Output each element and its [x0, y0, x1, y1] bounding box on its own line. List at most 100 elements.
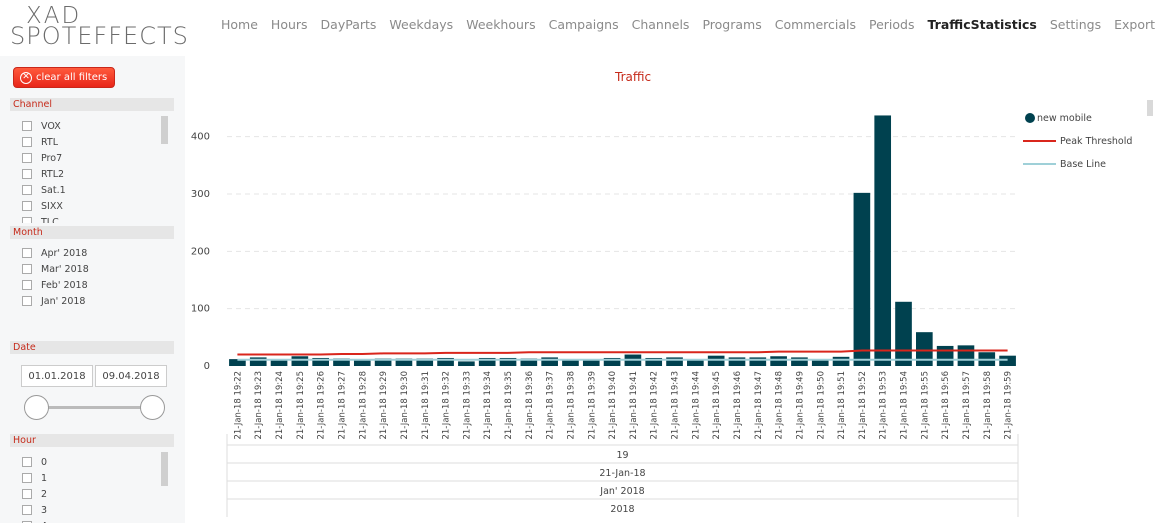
- x-tick-label: 21-Jan-18 19:32: [442, 371, 452, 440]
- channel-list-scrollbar[interactable]: [161, 116, 168, 144]
- hour-checkbox[interactable]: [22, 457, 32, 467]
- x-tick-label: 21-Jan-18 19:31: [421, 371, 431, 440]
- channel-option-label: Pro7: [41, 152, 63, 164]
- month-option-label: Apr' 2018: [41, 247, 88, 259]
- hour-option-label: 2: [41, 488, 48, 500]
- bar: [333, 358, 350, 366]
- x-tick-label: 21-Jan-18 19:22: [233, 371, 243, 440]
- x-tick-label: 21-Jan-18 19:51: [837, 371, 847, 440]
- hour-option[interactable]: 3: [22, 502, 47, 518]
- channel-option[interactable]: Pro7: [22, 150, 66, 166]
- nav-item-hours[interactable]: Hours: [270, 17, 308, 32]
- hour-filter-title: Hour: [10, 434, 174, 447]
- x-tick-label: 21-Jan-18 19:30: [400, 371, 410, 440]
- traffic-chart: 0 100 200 300 400 21-Jan-18 19:22 21-Jan-18 19…: [191, 100, 1153, 517]
- channel-option[interactable]: Sat.1: [22, 182, 66, 198]
- x-tick-label: 21-Jan-18 19:36: [525, 371, 535, 440]
- channel-option[interactable]: RTL: [22, 134, 66, 150]
- hour-list-scrollbar[interactable]: [161, 452, 168, 486]
- hour-checkbox[interactable]: [22, 489, 32, 499]
- legend-marker-new-mobile: [1025, 113, 1035, 123]
- bar: [541, 357, 558, 366]
- nav-item-home[interactable]: Home: [221, 17, 258, 32]
- legend-label-base-line: Base Line: [1060, 159, 1106, 170]
- channel-option[interactable]: TLC: [22, 214, 66, 223]
- x-tick-label: 21-Jan-18 19:24: [275, 371, 285, 440]
- bar: [499, 357, 517, 366]
- channel-checkbox[interactable]: [22, 169, 32, 179]
- month-checkbox[interactable]: [22, 248, 32, 258]
- bar: [229, 359, 246, 366]
- channel-checkbox[interactable]: [22, 185, 32, 195]
- hour-checkbox[interactable]: [22, 473, 32, 483]
- month-option-label: Jan' 2018: [41, 295, 86, 307]
- hour-checkbox[interactable]: [22, 521, 32, 523]
- channel-checkbox[interactable]: [22, 217, 32, 223]
- nav-item-settings[interactable]: Settings: [1049, 17, 1102, 32]
- bar: [895, 301, 912, 366]
- month-checkbox[interactable]: [22, 280, 32, 290]
- bar: [936, 345, 954, 366]
- nav-item-programs[interactable]: Programs: [702, 17, 762, 32]
- channel-option[interactable]: SIXX: [22, 198, 66, 214]
- bar: [957, 345, 975, 366]
- hour-option[interactable]: 4: [22, 518, 47, 523]
- month-option[interactable]: Apr' 2018: [22, 245, 89, 261]
- nav-item-weekdays[interactable]: Weekdays: [389, 17, 454, 32]
- chart-title: Traffic: [615, 70, 652, 84]
- nav-item-channels[interactable]: Channels: [631, 17, 690, 32]
- date-range-start-handle[interactable]: [24, 395, 49, 420]
- nav-item-periods[interactable]: Periods: [869, 17, 915, 32]
- date-range-end-handle[interactable]: [140, 395, 165, 420]
- x-tick-label: 21-Jan-18 19:58: [983, 371, 993, 440]
- traffic-chart-panel: Traffic 0 100 200 300 400 21-Jan-18 19:22 21-J…: [185, 56, 1155, 523]
- channel-option[interactable]: RTL2: [22, 166, 66, 182]
- close-circle-icon: ✕: [20, 71, 32, 84]
- date-filter-title: Date: [10, 341, 174, 354]
- month-option-label: Mar' 2018: [41, 263, 89, 275]
- hour-option[interactable]: 0: [22, 454, 47, 470]
- bar: [270, 359, 288, 366]
- clear-all-filters-button[interactable]: ✕ clear all filters: [13, 67, 115, 88]
- clear-all-filters-label: clear all filters: [36, 72, 108, 83]
- bar: [874, 115, 892, 366]
- bar: [291, 356, 309, 366]
- hour-option[interactable]: 1: [22, 470, 47, 486]
- date-from-input[interactable]: 01.01.2018: [21, 365, 93, 387]
- month-checkbox[interactable]: [22, 296, 32, 306]
- hour-checkbox[interactable]: [22, 505, 32, 515]
- x-tick-label: 21-Jan-18 19:34: [483, 371, 493, 440]
- app-logo[interactable]: XAD SPOTEFFECTS: [10, 3, 202, 50]
- channel-checkbox[interactable]: [22, 121, 32, 131]
- x-group-label: Jan' 2018: [599, 486, 644, 497]
- x-tick-label: 21-Jan-18 19:41: [629, 371, 639, 440]
- legend-label-peak-threshold: Peak Threshold: [1060, 136, 1132, 147]
- hour-option-label: 0: [41, 456, 48, 468]
- bar: [832, 356, 850, 366]
- nav-item-export[interactable]: Export: [1114, 17, 1155, 32]
- month-option[interactable]: Feb' 2018: [22, 277, 89, 293]
- channel-filter-title: Channel: [10, 98, 174, 111]
- x-tick-label: 21-Jan-18 19:44: [691, 371, 701, 440]
- bar: [916, 332, 933, 366]
- x-group-label: 2018: [610, 504, 634, 515]
- channel-checkbox[interactable]: [22, 137, 32, 147]
- y-tick-label: 200: [191, 246, 210, 257]
- nav-item-dayparts[interactable]: DayParts: [320, 17, 377, 32]
- month-checkbox[interactable]: [22, 264, 32, 274]
- bar: [666, 357, 683, 366]
- channel-checkbox[interactable]: [22, 201, 32, 211]
- month-option[interactable]: Jan' 2018: [22, 293, 89, 309]
- channel-option[interactable]: VOX: [22, 118, 66, 134]
- nav-item-campaigns[interactable]: Campaigns: [548, 17, 619, 32]
- date-to-input[interactable]: 09.04.2018: [95, 365, 167, 387]
- month-option[interactable]: Mar' 2018: [22, 261, 89, 277]
- hour-option[interactable]: 2: [22, 486, 47, 502]
- bar: [582, 360, 600, 366]
- bar: [791, 357, 808, 366]
- channel-checkbox[interactable]: [22, 153, 32, 163]
- x-tick-label: 21-Jan-18 19:59: [1004, 371, 1014, 440]
- nav-item-weekhours[interactable]: Weekhours: [466, 17, 536, 32]
- nav-item-trafficstatistics[interactable]: TrafficStatistics: [927, 17, 1037, 32]
- nav-item-commercials[interactable]: Commercials: [774, 17, 856, 32]
